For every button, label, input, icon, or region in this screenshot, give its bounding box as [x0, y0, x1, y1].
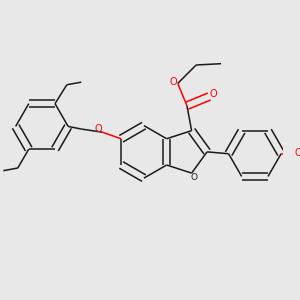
Text: O: O: [95, 124, 102, 134]
Text: O: O: [169, 76, 177, 86]
Text: O: O: [191, 173, 198, 182]
Text: O: O: [209, 89, 217, 99]
Text: O: O: [295, 148, 300, 158]
